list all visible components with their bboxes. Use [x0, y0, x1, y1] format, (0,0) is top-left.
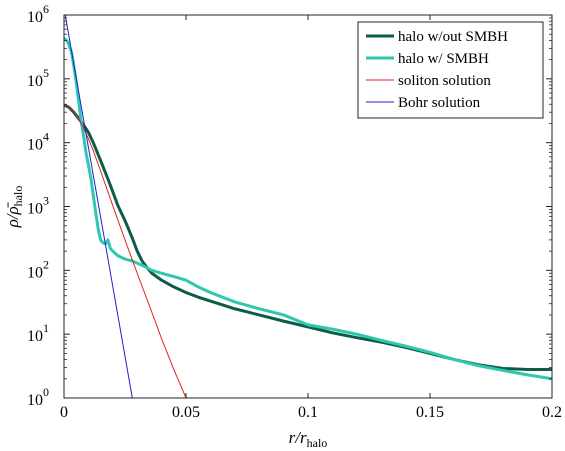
x-axis-label-main: r/r — [289, 428, 307, 447]
y-tick-exponent: 5 — [43, 66, 49, 80]
y-tick-exponent: 1 — [43, 321, 49, 335]
legend: halo w/out SMBH halo w/ SMBH soliton solut… — [357, 21, 544, 119]
series-line-3 — [64, 103, 187, 398]
legend-entry-label: halo w/ SMBH — [398, 51, 489, 67]
y-tick-label: 106 — [27, 2, 49, 26]
legend-entry-label: halo w/out SMBH — [398, 29, 508, 45]
x-axis-label-sub: halo — [307, 436, 328, 450]
y-tick-label: 104 — [27, 130, 49, 154]
legend-entry-label: soliton solution — [398, 73, 491, 89]
y-tick-exponent: 0 — [43, 385, 49, 399]
y-tick-label: 102 — [27, 257, 49, 281]
series-line-2 — [64, 37, 552, 381]
y-tick-exponent: 6 — [43, 2, 49, 16]
legend-entry-label: Bohr solution — [398, 95, 481, 111]
y-tick-label: 105 — [27, 66, 49, 90]
x-axis-label: r/rhalo — [289, 428, 328, 450]
series-line-4 — [64, 15, 133, 398]
x-tick-label: 0.2 — [542, 404, 562, 421]
series-layer — [64, 15, 552, 398]
y-axis-label: ρ/ρ̄halo — [3, 186, 25, 229]
x-tick-label: 0 — [60, 404, 68, 421]
y-tick-label: 100 — [27, 385, 49, 409]
x-tick-label: 0.15 — [416, 404, 444, 421]
y-tick-exponent: 2 — [43, 257, 49, 271]
y-axis-label-main: ρ/ρ̄ — [3, 201, 22, 228]
x-tick-label: 0.1 — [298, 404, 318, 421]
y-axis-label-sub: halo — [11, 186, 25, 207]
y-tick-exponent: 3 — [43, 194, 49, 208]
y-tick-exponent: 4 — [43, 130, 49, 144]
y-tick-label: 103 — [27, 194, 49, 218]
y-tick-label: 101 — [27, 321, 49, 345]
x-tick-label: 0.05 — [172, 404, 200, 421]
